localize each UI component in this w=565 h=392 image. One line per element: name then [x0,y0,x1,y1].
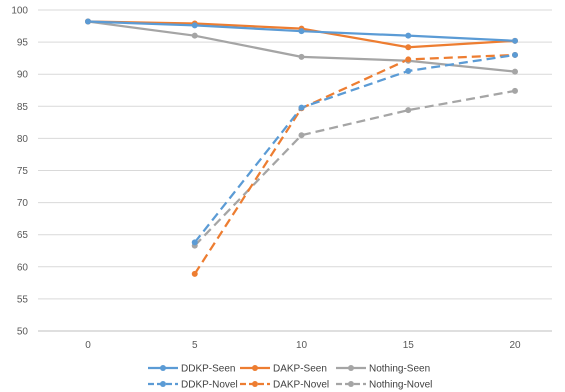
y-tick-label-75: 75 [17,166,29,177]
point-ddkp-seen-5 [191,22,198,29]
legend-label-ddkp-novel: DDKP-Novel [181,380,238,391]
legend: DDKP-Seen DAKP-Seen Nothing-Seen DDKP-Novel… [148,364,432,391]
legend-marker-ddkp-seen [160,365,166,371]
series-points [85,18,518,277]
point-ddkp-seen-10 [298,28,305,35]
y-tick-label-50: 50 [17,327,29,338]
legend-label-dakp-novel: DAKP-Novel [273,380,329,391]
x-tick-label-20: 20 [509,340,521,351]
legend-label-dakp-seen: DAKP-Seen [273,364,327,375]
point-ddkp-novel-15 [405,67,412,74]
legend-marker-dakp-novel [252,381,258,387]
y-tick-label-70: 70 [17,198,29,209]
point-nothing-novel-10 [298,132,305,139]
y-tick-label-65: 65 [17,230,29,241]
legend-marker-dakp-seen [252,365,258,371]
x-tick-label-10: 10 [296,340,308,351]
legend-label-nothing-seen: Nothing-Seen [369,364,430,375]
y-axis-tick-labels: 50 55 60 65 70 75 80 85 90 95 100 [11,6,28,338]
point-ddkp-seen-20 [512,37,518,44]
series-line-ddkp-novel [193,53,516,244]
series-line-dakp-novel [193,53,516,275]
grid-lines [38,9,552,332]
point-ddkp-seen-0 [85,18,91,25]
y-tick-label-60: 60 [17,262,29,273]
point-ddkp-seen-15 [405,32,412,39]
x-tick-label-0: 0 [85,340,91,351]
series-line-nothing-novel [193,89,516,247]
y-tick-label-85: 85 [17,102,29,113]
point-nothing-seen-20 [512,68,518,75]
point-ddkp-novel-10 [298,104,305,111]
point-nothing-novel-15 [405,107,412,114]
legend-marker-nothing-novel [348,381,354,387]
y-tick-label-90: 90 [17,70,29,81]
y-tick-label-80: 80 [17,134,29,145]
point-dakp-seen-15 [405,44,412,51]
legend-label-nothing-novel: Nothing-Novel [369,380,432,391]
series-line-dakp-seen [87,20,516,49]
point-dakp-novel-5 [191,270,198,277]
x-tick-label-5: 5 [192,340,198,351]
x-tick-label-15: 15 [403,340,415,351]
point-dakp-novel-15 [405,56,412,63]
point-nothing-seen-10 [298,53,305,60]
point-nothing-novel-20 [512,87,518,94]
x-axis-tick-labels: 0 5 10 15 20 [85,340,521,351]
legend-label-ddkp-seen: DDKP-Seen [181,364,235,375]
point-nothing-seen-5 [191,32,198,39]
y-tick-label-55: 55 [17,294,29,305]
y-tick-label-100: 100 [11,6,28,17]
legend-marker-ddkp-novel [160,381,166,387]
point-ddkp-novel-5 [191,239,198,246]
y-tick-label-95: 95 [17,38,29,49]
point-ddkp-novel-20 [512,51,518,58]
legend-marker-nothing-seen [348,365,354,371]
